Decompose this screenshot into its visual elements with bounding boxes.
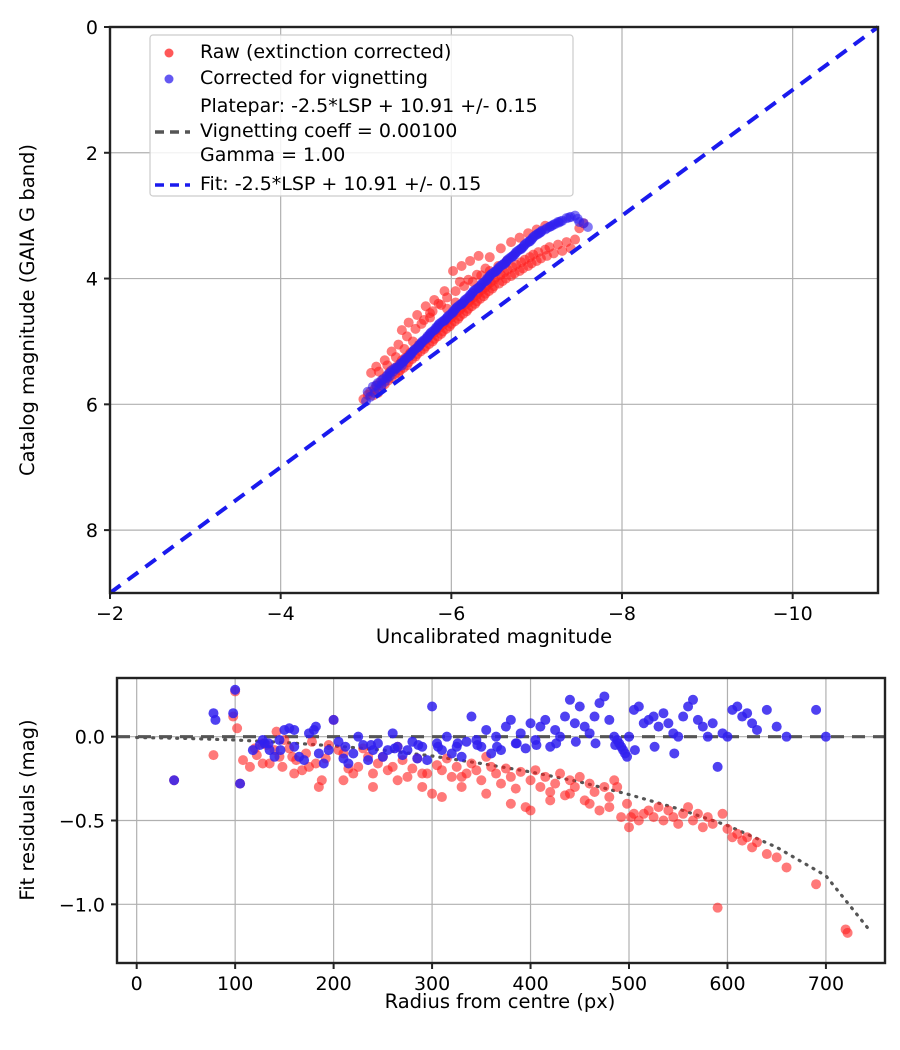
- top-xtick: −8: [608, 603, 636, 625]
- legend-label: Corrected for vignetting: [200, 67, 428, 89]
- top-y-axis-label: Catalog magnitude (GAIA G band): [16, 144, 39, 476]
- top-xtick: −6: [437, 603, 465, 625]
- legend-label: Vignetting coeff = 0.00100: [200, 120, 457, 142]
- legend-label: Platepar: -2.5*LSP + 10.91 +/- 0.15: [200, 95, 538, 117]
- bottom-xtick: 400: [512, 973, 548, 995]
- bottom-x-axis-label: Radius from centre (px): [385, 990, 616, 1013]
- top-ytick: 6: [86, 394, 98, 416]
- top-ytick: 0: [86, 17, 98, 39]
- fit-residuals-plot: 0 100 200 300 400 500 600 700 0.0 −0.5 −1.0 Radius…: [16, 676, 887, 1013]
- top-xtick: −4: [267, 603, 295, 625]
- legend-marker-dot: [164, 74, 174, 84]
- legend-label: Fit: -2.5*LSP + 10.91 +/- 0.15: [200, 173, 481, 195]
- top-xtick: −2: [96, 603, 124, 625]
- top-ytick: 8: [86, 520, 98, 542]
- bottom-xtick: 500: [611, 973, 647, 995]
- legend-box: Raw (extinction corrected) Corrected for …: [149, 34, 574, 197]
- bottom-xtick: 200: [315, 973, 351, 995]
- series-corrected: [361, 210, 593, 407]
- series-corrected: [169, 684, 831, 789]
- top-ytick: 4: [86, 269, 98, 291]
- top-axes-frame: [104, 25, 880, 599]
- bottom-axes-frame: [111, 676, 887, 969]
- top-tick-labels: −2 −4 −6 −8 −10 0 2 4 6 8: [86, 17, 813, 625]
- bottom-xtick: 100: [217, 973, 253, 995]
- top-x-axis-label: Uncalibrated magnitude: [376, 625, 612, 648]
- legend-label: Gamma = 1.00: [200, 144, 345, 166]
- bottom-xtick: 700: [808, 973, 844, 995]
- bottom-ytick: −0.5: [59, 811, 105, 833]
- bottom-tick-labels: 0 100 200 300 400 500 600 700 0.0 −0.5 −1.0: [59, 727, 844, 995]
- legend-marker-dot: [164, 48, 174, 58]
- legend-label: Raw (extinction corrected): [200, 41, 451, 63]
- bottom-xtick: 300: [414, 973, 450, 995]
- top-xtick: −10: [773, 603, 813, 625]
- bottom-xtick: 600: [709, 973, 745, 995]
- top-ytick: 2: [86, 143, 98, 165]
- bottom-y-axis-label: Fit residuals (mag): [16, 719, 39, 900]
- bottom-ytick: −1.0: [59, 894, 105, 916]
- top-scatter-points: [358, 210, 593, 407]
- bottom-scatter-points: [169, 684, 853, 938]
- vignetting-curve: [135, 735, 872, 933]
- bottom-ytick: 0.0: [75, 727, 105, 749]
- bottom-xtick: 0: [131, 973, 143, 995]
- fit-line: [108, 25, 880, 595]
